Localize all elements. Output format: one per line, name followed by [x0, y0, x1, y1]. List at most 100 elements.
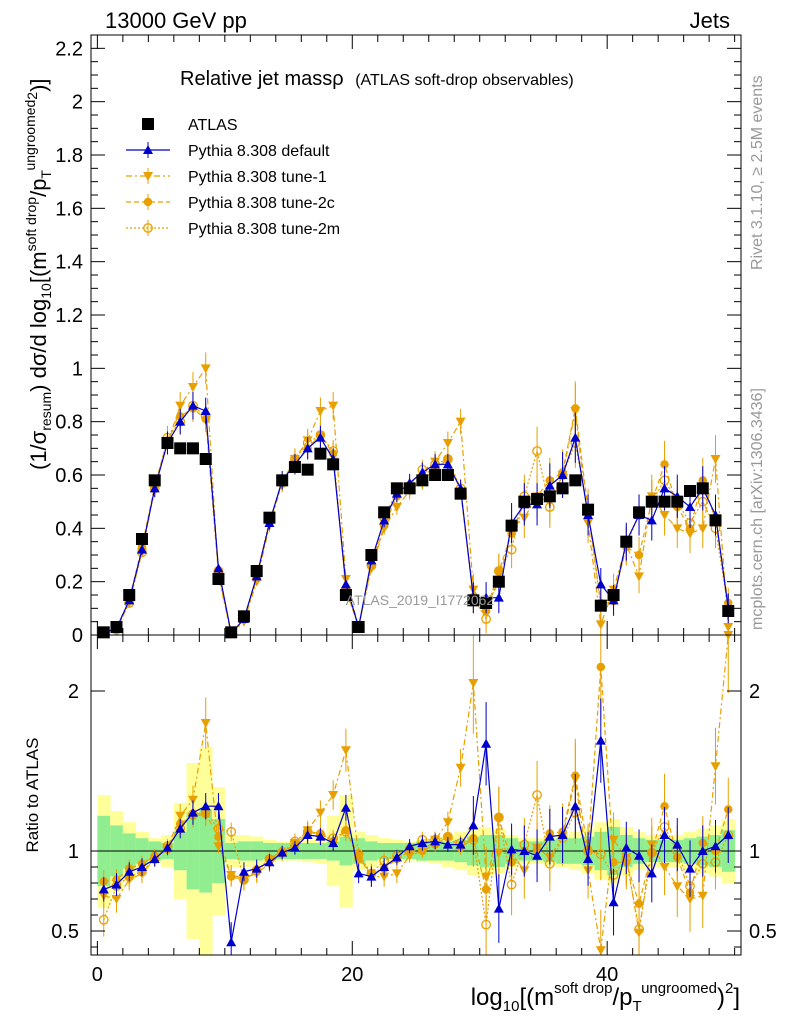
atlas-point [110, 621, 123, 633]
atlas-point [607, 589, 620, 601]
atlas-point [148, 474, 161, 487]
ratio-x-tick-label: 20 [341, 964, 363, 986]
pythia-8-308-default-ratio-point [175, 818, 186, 839]
pythia-8-308-default-ratio-point [723, 807, 734, 863]
pythia-8-308-default-point [136, 544, 147, 555]
atlas-point [263, 511, 276, 524]
pythia-8-308-default-ratio-point [493, 874, 504, 943]
pythia-8-308-tune-1-ratio-point [340, 728, 351, 772]
pythia-8-308-default-ratio-point [634, 829, 645, 883]
pythia-8-308-tune-1-point [328, 391, 339, 420]
legend-item-pythia-8-308-default: Pythia 8.308 default [126, 142, 330, 160]
main-plot-panel: 0 0.2 0.4 0.6 0.8 1 1.2 1.4 1.6 1.8 2 2.2 Relative … [22, 34, 742, 647]
legend-item-pythia-8-308-tune-2m: Pythia 8.308 tune-2m [126, 220, 340, 238]
pythia-8-308-default-ratio-point [391, 850, 402, 865]
pythia-8-308-tune-1-point [634, 559, 645, 594]
pythia-8-308-default-ratio-point [149, 851, 160, 867]
pythia-8-308-tune-2m-ratio-point [226, 822, 237, 842]
atlas-point [250, 565, 263, 577]
atlas-point [696, 482, 709, 495]
rivet-side-label: Rivet 3.1.10, ≥ 2.5M events [749, 75, 766, 270]
main-y-tick-label: 0.2 [55, 572, 83, 594]
main-y-tick-label: 0.4 [55, 518, 83, 540]
atlas-point [492, 575, 505, 588]
pythia-8-308-tune-1-ratio-point [710, 727, 721, 805]
pythia-8-308-tune-2c-ratio-point [341, 820, 351, 840]
pythia-8-308-tune-1-point [366, 564, 377, 574]
pythia-8-308-default-ratio-point [608, 868, 619, 936]
main-y-tick-label: 1.4 [55, 252, 83, 274]
pythia-8-308-tune-1-ratio-point [442, 811, 453, 833]
main-ylabel: (1/σresum) dσ/d log10[(msoft drop/pTungr… [22, 78, 54, 470]
main-y-tick-label: 0.6 [55, 465, 83, 487]
pythia-8-308-default-ratio-point [646, 844, 657, 903]
watermark: ATLAS_2019_I1772062 [346, 592, 495, 608]
atlas-point [199, 453, 212, 465]
main-y-tick-label: 1 [72, 358, 83, 380]
atlas-point [594, 599, 607, 612]
legend-label: ATLAS [188, 117, 238, 134]
pythia-8-308-tune-1-ratio-point [595, 909, 606, 956]
atlas-point [505, 519, 518, 532]
pythia-8-308-default-ratio-point [672, 818, 683, 872]
pythia-8-308-tune-1-ratio-point [213, 839, 224, 854]
pythia-8-308-tune-1-point [710, 435, 721, 483]
legend-label: Pythia 8.308 tune-2m [188, 221, 340, 238]
atlas-point [684, 485, 697, 497]
pythia-8-308-tune-2m-point [532, 426, 542, 476]
atlas-point [658, 495, 671, 508]
ratio-y-tick-label: 0.5 [51, 921, 79, 943]
legend-label: Pythia 8.308 default [188, 143, 330, 160]
pythia-8-308-default-ratio-point [213, 793, 224, 820]
ratio-x-tick-label: 0 [92, 964, 103, 986]
main-y-tick-label: 1.6 [55, 198, 83, 220]
pythia-8-308-tune-1-point [595, 610, 606, 635]
ratio-y-tick-label-right: 0.5 [749, 921, 777, 943]
atlas-point [569, 474, 582, 487]
main-plot-content [97, 352, 735, 639]
pythia-8-308-default-ratio-point [328, 835, 339, 851]
pythia-8-308-default-ratio-point [595, 698, 606, 783]
pythia-8-308-default-ratio-point [481, 702, 492, 786]
pythia-8-308-tune-1-point [442, 431, 453, 455]
atlas-point [518, 495, 531, 508]
atlas-point [161, 437, 174, 449]
pythia-8-308-tune-2c-line [103, 407, 729, 635]
atlas-point [531, 493, 544, 505]
ratio-plot-panel: 0.5 0.51 12 20 20 40 Ratio to ATLAS log10[(ms… [23, 631, 777, 1015]
pythia-8-308-default-ratio-point [532, 829, 543, 883]
legend-item-atlas: ATLAS [142, 117, 238, 134]
legend-item-pythia-8-308-tune-1: Pythia 8.308 tune-1 [126, 168, 327, 186]
pythia-8-308-default-ratio-point [455, 837, 466, 852]
pythia-8-308-default-point [302, 437, 313, 460]
pythia-8-308-tune-1-ratio-point [608, 812, 619, 868]
atlas-point [722, 605, 735, 617]
pythia-8-308-tune-1-point [697, 508, 708, 549]
pythia-8-308-default-ratio-point [430, 833, 441, 850]
ratio-plot-frame [90, 634, 742, 956]
ratio-ylabel: Ratio to ATLAS [23, 738, 42, 853]
pythia-8-308-default-ratio-point [544, 808, 555, 865]
atlas-point [480, 597, 493, 609]
pythia-8-308-default-point [187, 391, 198, 420]
atlas-point [543, 490, 556, 503]
plot-title-main: Relative jet massρ [180, 68, 344, 90]
pythia-8-308-default-ratio-point [98, 877, 109, 902]
legend-item-pythia-8-308-tune-2c: Pythia 8.308 tune-2c [126, 194, 335, 212]
pythia-8-308-tune-1-ratio-point [328, 780, 339, 810]
atlas-point [339, 589, 352, 601]
pythia-8-308-default-ratio-point [111, 873, 122, 897]
pythia-8-308-default-ratio-point [468, 795, 479, 855]
pythia-8-308-tune-1-ratio-point [481, 847, 492, 907]
pythia-8-308-default-ratio-point [570, 773, 581, 839]
main-y-tick-label: 0.8 [55, 412, 83, 434]
atlas-point [390, 482, 403, 495]
pythia-8-308-default-ratio-point [697, 825, 708, 877]
pythia-8-308-default-point [175, 408, 186, 435]
pythia-8-308-default-ratio-point [659, 807, 670, 863]
pythia-8-308-tune-1-ratio-point [315, 800, 326, 825]
atlas-point [633, 506, 646, 519]
pythia-8-308-default-ratio-point [277, 845, 288, 860]
pythia-8-308-default-point [315, 425, 326, 450]
ratio-plot-content [91, 631, 741, 956]
